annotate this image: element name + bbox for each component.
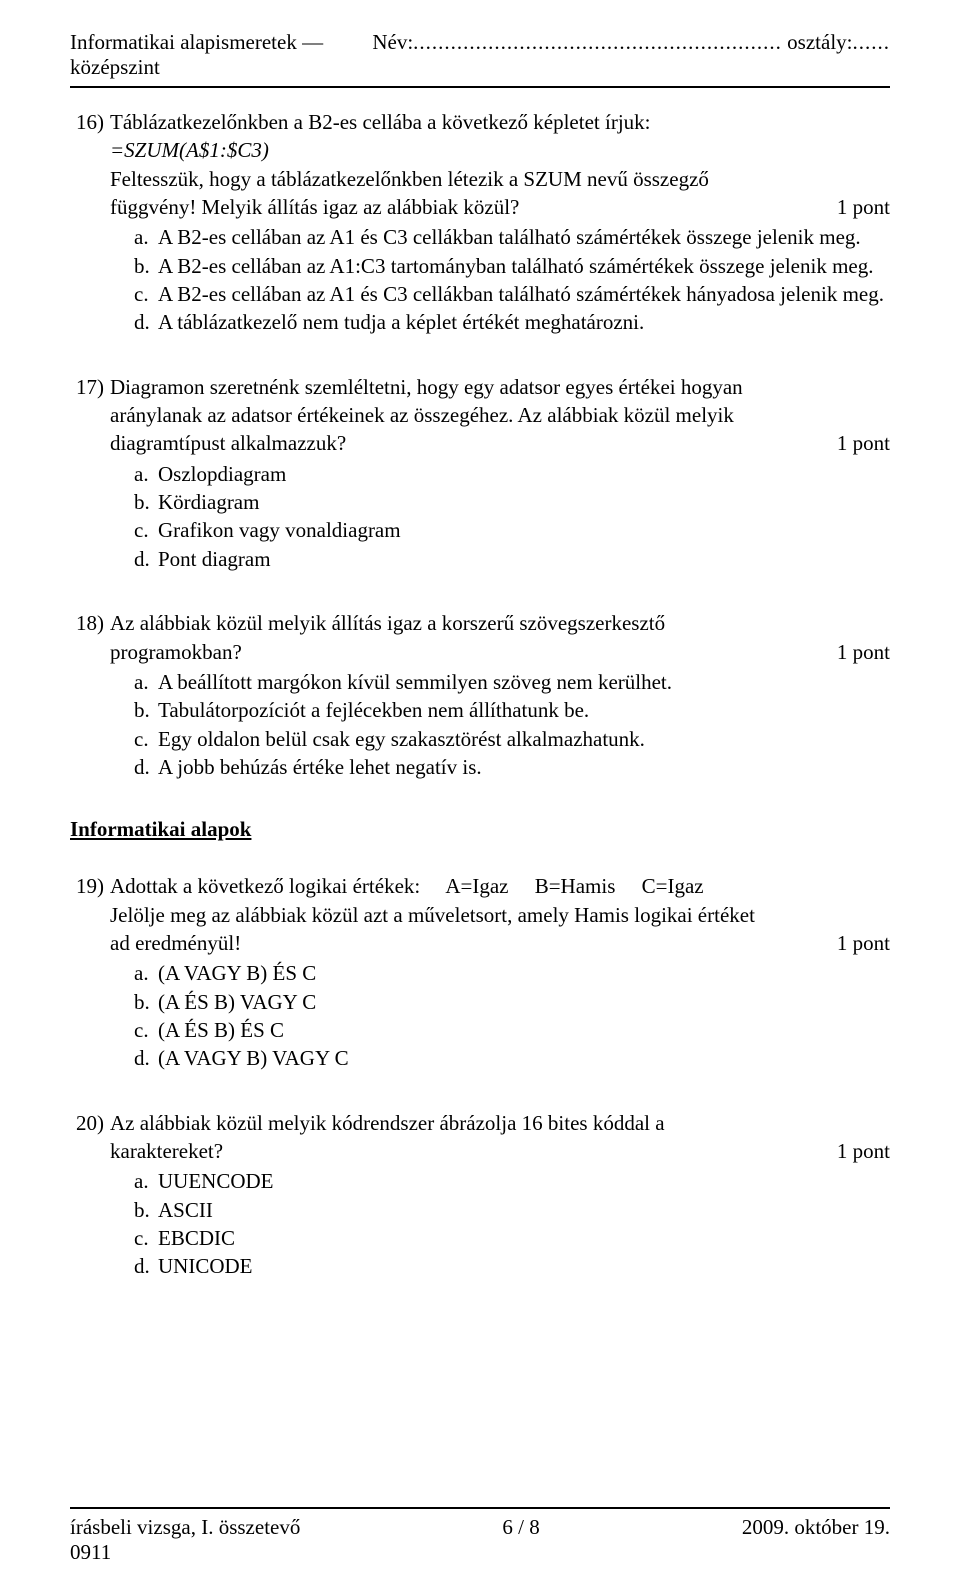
q17-line2: aránylanak az adatsor értékeinek az össz… [110, 401, 890, 429]
option: c.(A ÉS B) ÉS C [110, 1016, 890, 1044]
page-footer: írásbeli vizsga, I. összetevő 6 / 8 2009… [70, 1507, 890, 1565]
q16-line1: Táblázatkezelőnkben a B2-es cellába a kö… [110, 108, 890, 136]
header-left: Informatikai alapismeretek — középszint [70, 30, 372, 80]
footer-left: írásbeli vizsga, I. összetevő [70, 1515, 300, 1540]
question-19: 19) Adottak a következő logikai értékek:… [70, 872, 890, 1072]
q20-points: 1 pont [820, 1137, 890, 1165]
footer-right: 2009. október 19. [742, 1515, 890, 1540]
q20-line1: Az alábbiak közül melyik kódrendszer ábr… [110, 1109, 890, 1137]
header-right: Név:....................................… [372, 30, 890, 80]
qnum: 20) [70, 1109, 110, 1137]
option: b.(A ÉS B) VAGY C [110, 988, 890, 1016]
q18-line2: programokban? [110, 638, 820, 666]
q20-line2: karaktereket? [110, 1137, 820, 1165]
name-dots: ........................................… [413, 30, 782, 54]
option: a.Oszlopdiagram [110, 460, 890, 488]
option: d.A táblázatkezelő nem tudja a képlet ér… [110, 308, 890, 336]
question-16: 16) Táblázatkezelőnkben a B2-es cellába … [70, 108, 890, 337]
name-label: Név: [372, 30, 413, 54]
q20-options: a.UUENCODE b.ASCII c.EBCDIC d.UNICODE [110, 1167, 890, 1280]
option: d.UNICODE [110, 1252, 890, 1280]
question-17: 17) Diagramon szeretnénk szemléltetni, h… [70, 373, 890, 573]
option: d.A jobb behúzás értéke lehet negatív is… [110, 753, 890, 781]
option: c.Egy oldalon belül csak egy szakasztöré… [110, 725, 890, 753]
option: b.A B2-es cellában az A1:C3 tartományban… [110, 252, 890, 280]
footer-left2: 0911 [70, 1540, 890, 1565]
q19-firstline: Adottak a következő logikai értékek: A=I… [110, 872, 890, 900]
q17-options: a.Oszlopdiagram b.Kördiagram c.Grafikon … [110, 460, 890, 573]
q17-line1: Diagramon szeretnénk szemléltetni, hogy … [110, 373, 890, 401]
option: b.Tabulátorpozíciót a fejlécekben nem ál… [110, 696, 890, 724]
q18-points: 1 pont [820, 638, 890, 666]
option: d.(A VAGY B) VAGY C [110, 1044, 890, 1072]
page: Informatikai alapismeretek — középszint … [0, 0, 960, 1593]
q16-points: 1 pont [820, 193, 890, 221]
option: a.A beállított margókon kívül semmilyen … [110, 668, 890, 696]
option: c.EBCDIC [110, 1224, 890, 1252]
q18-options: a.A beállított margókon kívül semmilyen … [110, 668, 890, 781]
question-18: 18) Az alábbiak közül melyik állítás iga… [70, 609, 890, 781]
qnum: 17) [70, 373, 110, 401]
class-dots: ...... [853, 30, 891, 54]
page-header: Informatikai alapismeretek — középszint … [70, 30, 890, 80]
option: d.Pont diagram [110, 545, 890, 573]
q19-points: 1 pont [820, 929, 890, 957]
q18-line1: Az alábbiak közül melyik állítás igaz a … [110, 609, 890, 637]
q16-formula: =SZUM(A$1:$C3) [110, 136, 890, 164]
q19-options: a.(A VAGY B) ÉS C b.(A ÉS B) VAGY C c.(A… [110, 959, 890, 1072]
q16-after1: Feltesszük, hogy a táblázatkezelőnkben l… [110, 165, 890, 193]
question-20: 20) Az alábbiak közül melyik kódrendszer… [70, 1109, 890, 1281]
q19-line1: Jelölje meg az alábbiak közül azt a műve… [110, 901, 890, 929]
footer-rule [70, 1507, 890, 1509]
section-heading: Informatikai alapok [70, 817, 890, 842]
q17-line3: diagramtípust alkalmazzuk? [110, 429, 820, 457]
q17-points: 1 pont [820, 429, 890, 457]
header-rule [70, 86, 890, 88]
qnum: 16) [70, 108, 110, 136]
option: c.A B2-es cellában az A1 és C3 cellákban… [110, 280, 890, 308]
option: c.Grafikon vagy vonaldiagram [110, 516, 890, 544]
qnum: 19) [70, 872, 110, 900]
option: a.UUENCODE [110, 1167, 890, 1195]
option: b.Kördiagram [110, 488, 890, 516]
option: b.ASCII [110, 1196, 890, 1224]
footer-center: 6 / 8 [502, 1515, 539, 1540]
class-label: osztály: [787, 30, 852, 54]
option: a.A B2-es cellában az A1 és C3 cellákban… [110, 223, 890, 251]
q19-line2: ad eredményül! [110, 929, 820, 957]
q16-options: a.A B2-es cellában az A1 és C3 cellákban… [110, 223, 890, 336]
q16-after2: függvény! Melyik állítás igaz az alábbia… [110, 193, 820, 221]
qnum: 18) [70, 609, 110, 637]
option: a.(A VAGY B) ÉS C [110, 959, 890, 987]
